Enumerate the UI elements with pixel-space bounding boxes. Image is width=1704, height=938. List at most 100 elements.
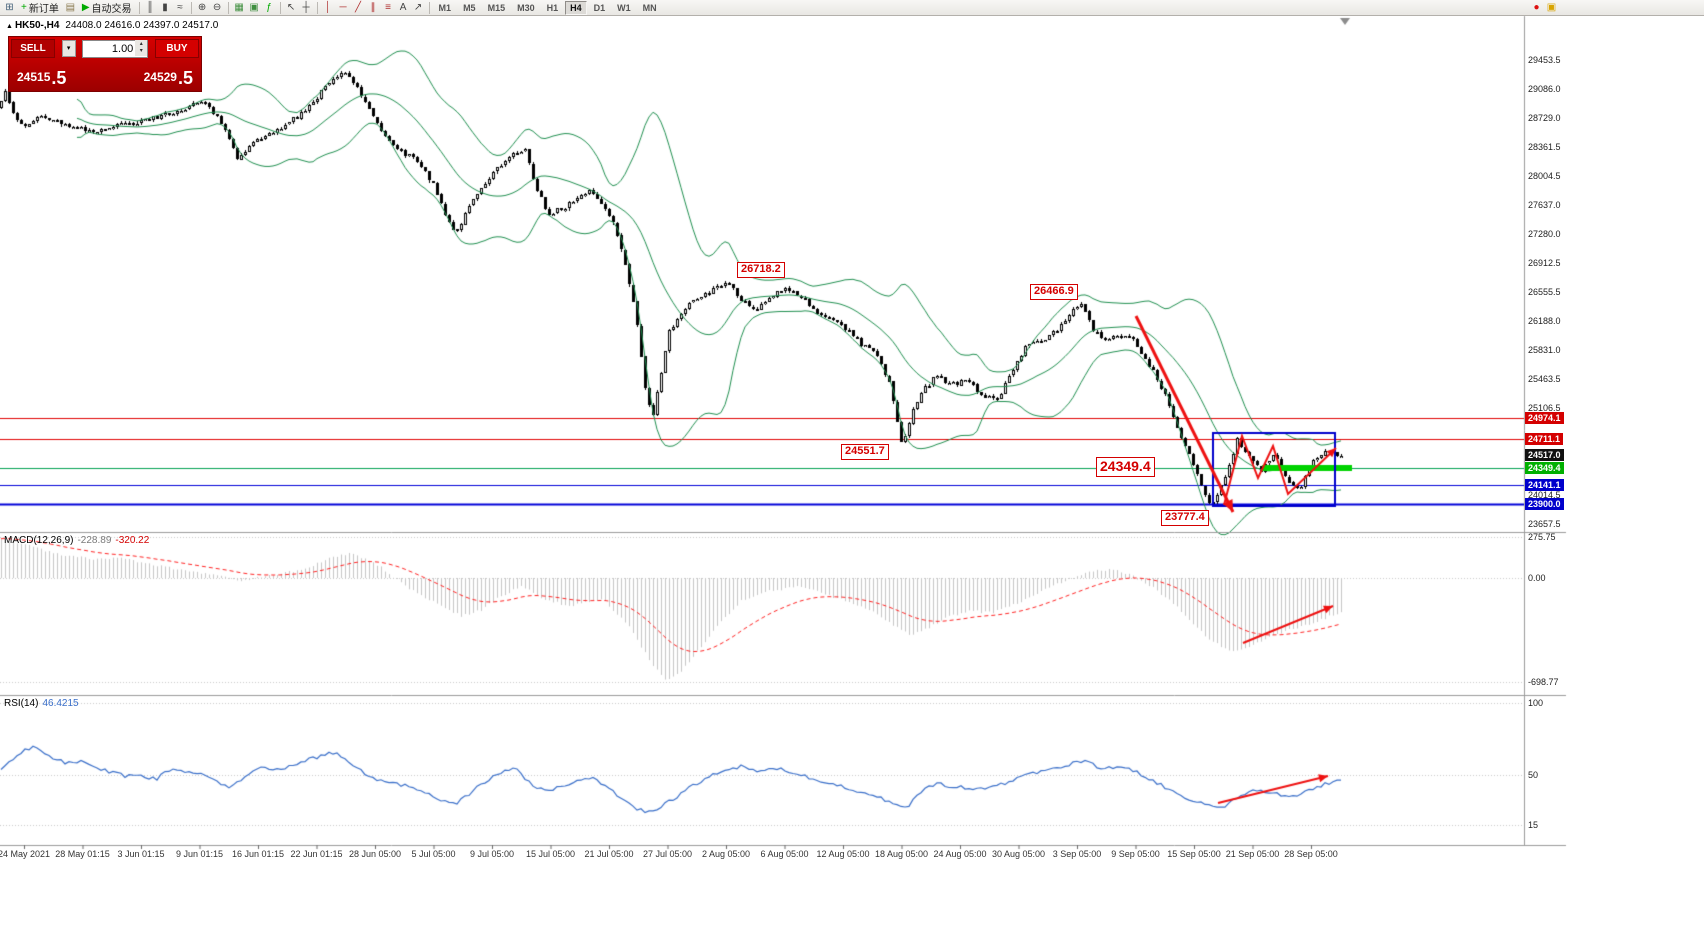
toolbar-separator xyxy=(279,1,281,14)
price-line-label: 24711.1 xyxy=(1525,433,1564,446)
rsi-name: RSI(14) xyxy=(4,698,39,709)
buy-price-frac: .5 xyxy=(177,68,193,88)
price-axis-label: 25831.0 xyxy=(1528,344,1561,355)
price-axis-label: 25106.5 xyxy=(1528,402,1561,413)
time-axis-label: 18 Aug 05:00 xyxy=(874,849,929,859)
price-line-label: 24517.0 xyxy=(1525,448,1564,461)
sell-price[interactable]: 24515.5 xyxy=(17,65,66,89)
price-line-label: 24349.4 xyxy=(1525,462,1564,475)
sell-price-int: 24515 xyxy=(17,70,51,84)
new-order-button[interactable]: + 新订单 xyxy=(17,1,63,15)
time-axis-label: 9 Jun 01:15 xyxy=(175,849,224,859)
buy-price[interactable]: 24529.5 xyxy=(144,65,193,89)
candlestick-chart-icon[interactable]: ▮ xyxy=(162,1,168,13)
time-axis-label: 27 Jul 05:00 xyxy=(642,849,693,859)
time-axis-label: 22 Jun 01:15 xyxy=(290,849,343,859)
macd-main-value: -228.89 xyxy=(77,535,112,546)
auto-trading-button[interactable]: ▶ 自动交易 xyxy=(78,1,136,15)
crosshair-icon[interactable]: ┼ xyxy=(302,1,310,13)
symbol-period-label: HK50-,H4 xyxy=(14,20,60,31)
macd-signal-value: -320.22 xyxy=(115,535,150,546)
line-chart-icon[interactable]: ≈ xyxy=(177,1,183,13)
time-axis-label: 3 Sep 05:00 xyxy=(1052,849,1102,859)
price-axis-label: 28361.5 xyxy=(1528,142,1561,153)
price-axis-label: 26555.5 xyxy=(1528,286,1561,297)
timeframe-h4-button[interactable]: H4 xyxy=(565,0,587,15)
price-axis-label: 26912.5 xyxy=(1528,258,1561,269)
toolbar-separator xyxy=(190,1,192,14)
indicators-icon[interactable]: ƒ xyxy=(266,1,272,13)
price-annotation[interactable]: 26718.2 xyxy=(737,262,785,278)
volume-input[interactable] xyxy=(82,40,149,58)
volume-stepper[interactable]: ▴ ▾ xyxy=(135,40,148,56)
buy-price-int: 24529 xyxy=(143,70,177,84)
chart-ohlc-header: ▲ HK50-,H4 24408.0 24616.0 24397.0 24517.0 xyxy=(6,20,218,31)
timeframe-m1-button[interactable]: M1 xyxy=(438,2,452,13)
zoom-out-icon[interactable]: ⊖ xyxy=(212,1,222,13)
time-axis-label: 9 Sep 05:00 xyxy=(1111,849,1160,859)
record-icon[interactable]: ● xyxy=(1533,1,1540,13)
tile-windows-icon[interactable]: ▦ xyxy=(234,1,244,13)
timeframe-d1-button[interactable]: D1 xyxy=(593,2,606,13)
cursor-icon[interactable]: ↖ xyxy=(286,1,296,13)
alerts-icon[interactable]: ▣ xyxy=(1546,1,1557,13)
sell-button[interactable]: SELL xyxy=(11,38,55,58)
time-axis-label: 2 Aug 05:00 xyxy=(701,849,751,859)
rsi-axis-label: 100 xyxy=(1528,698,1544,708)
time-axis-label: 24 Aug 05:00 xyxy=(933,849,987,859)
rsi-value: 46.4215 xyxy=(42,698,79,709)
time-axis-label: 6 Aug 05:00 xyxy=(760,849,809,859)
stepper-down-icon[interactable]: ▾ xyxy=(139,48,143,54)
time-axis-label: 16 Jun 01:15 xyxy=(231,849,285,859)
channel-icon[interactable]: ∥ xyxy=(370,1,376,13)
sell-price-frac: .5 xyxy=(51,68,67,88)
price-axis-label: 27280.0 xyxy=(1528,228,1561,239)
price-annotation[interactable]: 24349.4 xyxy=(1096,457,1155,477)
timeframe-mn-button[interactable]: MN xyxy=(642,2,657,13)
text-label-icon[interactable]: A xyxy=(399,1,407,13)
price-annotation[interactable]: 23777.4 xyxy=(1161,510,1209,526)
time-axis-label: 15 Sep 05:00 xyxy=(1167,849,1221,859)
auto-trading-button-icon: ▶ xyxy=(81,2,90,13)
price-axis-label: 23657.5 xyxy=(1528,518,1561,529)
time-axis-label: 9 Jul 05:00 xyxy=(469,849,515,859)
horizontal-line-icon[interactable]: ─ xyxy=(339,1,347,13)
toolbar-separator xyxy=(138,1,140,14)
timeframe-m15-button[interactable]: M15 xyxy=(487,2,506,13)
toolbar: ⊞ + 新订单 ▤ ▶ 自动交易 ║ ▮ ≈ ⊕ ⊖ ▦ ▣ ƒ ↖ ┼ │ ─ ╱ ∥ ≡ A ↗ M1 M5 M15 M30 H1… xyxy=(0,0,1704,16)
volume-field: ▴▾ xyxy=(82,39,149,58)
auto-trading-button-label: 自动交易 xyxy=(91,4,132,15)
price-axis-label: 24014.5 xyxy=(1528,490,1561,501)
timeframe-m5-button[interactable]: M5 xyxy=(463,2,476,13)
macd-indicator-label: MACD(12,26,9) -228.89 -320.22 xyxy=(4,535,149,546)
trendline-icon[interactable]: ╱ xyxy=(355,1,362,13)
market-watch-icon[interactable]: ▤ xyxy=(65,1,76,13)
time-axis-label: 21 Sep 05:00 xyxy=(1225,849,1280,859)
cascade-windows-icon[interactable]: ▣ xyxy=(249,1,259,13)
stepper-up-icon[interactable]: ▴ xyxy=(139,41,143,47)
buy-button[interactable]: BUY xyxy=(154,38,199,58)
ohlc-values: 24408.0 24616.0 24397.0 24517.0 xyxy=(65,20,219,31)
time-axis-label: 15 Jul 05:00 xyxy=(525,849,576,859)
timeframe-h1-button[interactable]: H1 xyxy=(546,2,559,13)
macd-axis-label: 0.00 xyxy=(1528,573,1546,583)
macd-name: MACD(12,26,9) xyxy=(4,535,74,546)
rsi-indicator-label: RSI(14) 46.4215 xyxy=(4,698,79,709)
arrow-objects-icon[interactable]: ↗ xyxy=(413,1,423,13)
time-axis-label: 24 May 2021 xyxy=(0,849,51,859)
price-axis-label: 29086.0 xyxy=(1528,84,1561,95)
timeframe-m30-button[interactable]: M30 xyxy=(517,2,535,13)
chart-window-icon[interactable]: ⊞ xyxy=(5,1,14,13)
fibonacci-icon[interactable]: ≡ xyxy=(385,1,391,13)
bar-chart-icon[interactable]: ║ xyxy=(146,1,154,13)
zoom-in-icon[interactable]: ⊕ xyxy=(197,1,207,13)
timeframe-w1-button[interactable]: W1 xyxy=(617,2,631,13)
price-annotation[interactable]: 26466.9 xyxy=(1030,284,1078,300)
one-click-trading-panel: SELL ▾ ▴▾ BUY 24515.5 24529.5 xyxy=(8,36,202,92)
vertical-line-icon[interactable]: │ xyxy=(324,1,332,13)
price-annotation[interactable]: 24551.7 xyxy=(841,444,889,460)
time-axis-label: 28 May 01:15 xyxy=(55,849,110,859)
volume-dropdown-button[interactable]: ▾ xyxy=(61,39,76,57)
